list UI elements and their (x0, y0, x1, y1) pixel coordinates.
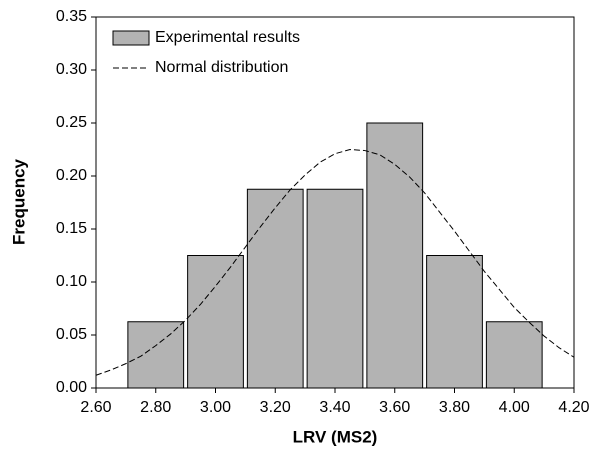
line (95, 148, 575, 376)
legend-swatch (112, 30, 150, 46)
bar (426, 255, 483, 389)
bar (366, 122, 424, 389)
bar (485, 321, 543, 389)
x-tick-label: 2.60 (80, 399, 111, 416)
legend-label: Experimental results (155, 29, 300, 46)
x-tick-label: 3.60 (379, 399, 410, 416)
y-tick-label: 0.25 (56, 114, 87, 131)
y-tick-label: 0.20 (56, 167, 87, 184)
bar (127, 321, 185, 389)
y-tick-label: 0.10 (56, 273, 87, 290)
y-tick-label: 0.00 (56, 379, 87, 396)
y-tick-label: 0.15 (56, 220, 87, 237)
y-axis-label: Frequency (9, 158, 28, 245)
x-tick-label: 3.80 (439, 399, 470, 416)
x-tick-label: 4.00 (499, 399, 530, 416)
x-axis-label: LRV (MS2) (293, 427, 378, 446)
x-tick-label: 3.40 (319, 399, 350, 416)
bar (306, 188, 364, 389)
y-tick-label: 0.30 (56, 61, 87, 78)
bar (187, 255, 244, 389)
legend-label: Normal distribution (155, 59, 288, 76)
bar (246, 188, 304, 389)
y-tick-label: 0.35 (56, 8, 87, 25)
x-tick-label: 4.20 (558, 399, 589, 416)
x-tick-label: 3.00 (200, 399, 231, 416)
y-tick-label: 0.05 (56, 326, 87, 343)
x-tick-label: 2.80 (140, 399, 171, 416)
x-tick-label: 3.20 (260, 399, 291, 416)
